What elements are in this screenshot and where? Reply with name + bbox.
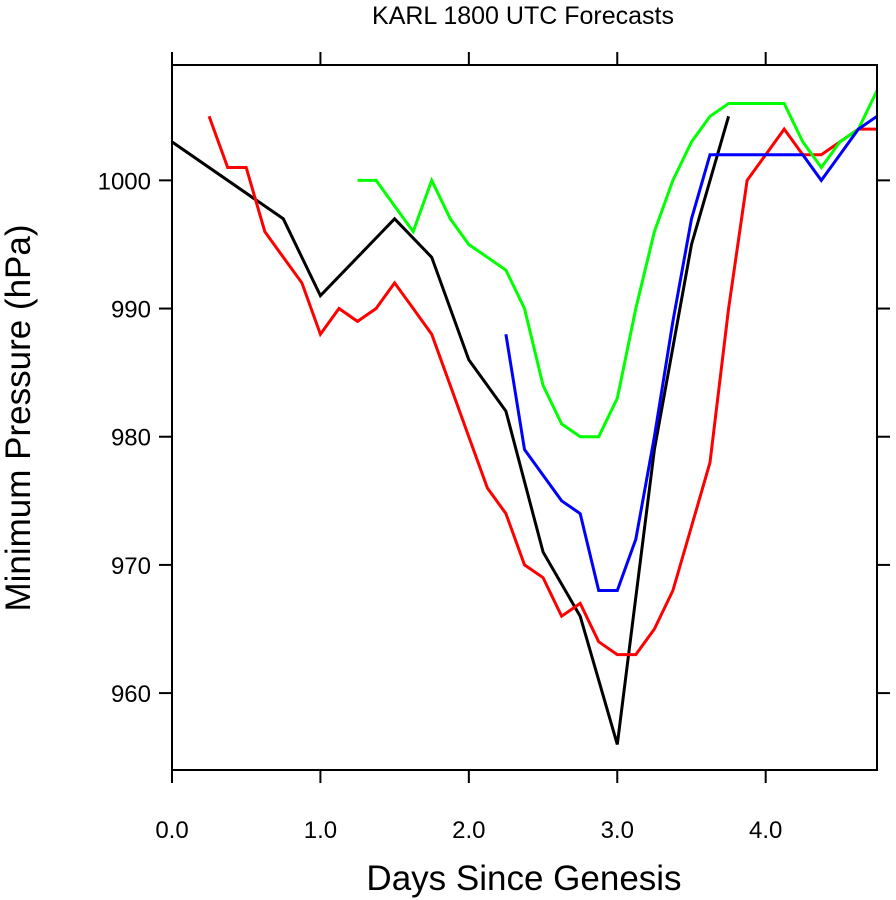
x-tick-label: 4.0 <box>749 817 782 844</box>
series-layer <box>171 89 879 745</box>
y-axis-title: Minimum Pressure (hPa) <box>0 224 38 611</box>
series-line-3 <box>357 89 879 439</box>
x-axis-title: Days Since Genesis <box>366 859 681 898</box>
x-tick-label: 2.0 <box>452 817 485 844</box>
plot-frame <box>171 64 878 771</box>
series-line-1 <box>171 115 731 745</box>
x-tick-label: 1.0 <box>304 817 337 844</box>
y-tick-label: 960 <box>111 681 151 708</box>
ticks-layer: 0.0 1.0 2.0 3.0 4.0 960 970 980 990 1000 <box>98 52 890 844</box>
y-tick-label: 990 <box>111 297 151 324</box>
y-tick-label: 980 <box>111 425 151 452</box>
series-line-4 <box>504 115 878 592</box>
y-tick-label: 970 <box>111 553 151 580</box>
y-tick-label: 1000 <box>98 168 151 195</box>
chart-title: KARL 1800 UTC Forecasts <box>372 2 674 30</box>
x-tick-label: 3.0 <box>601 817 634 844</box>
x-tick-label: 0.0 <box>155 817 188 844</box>
